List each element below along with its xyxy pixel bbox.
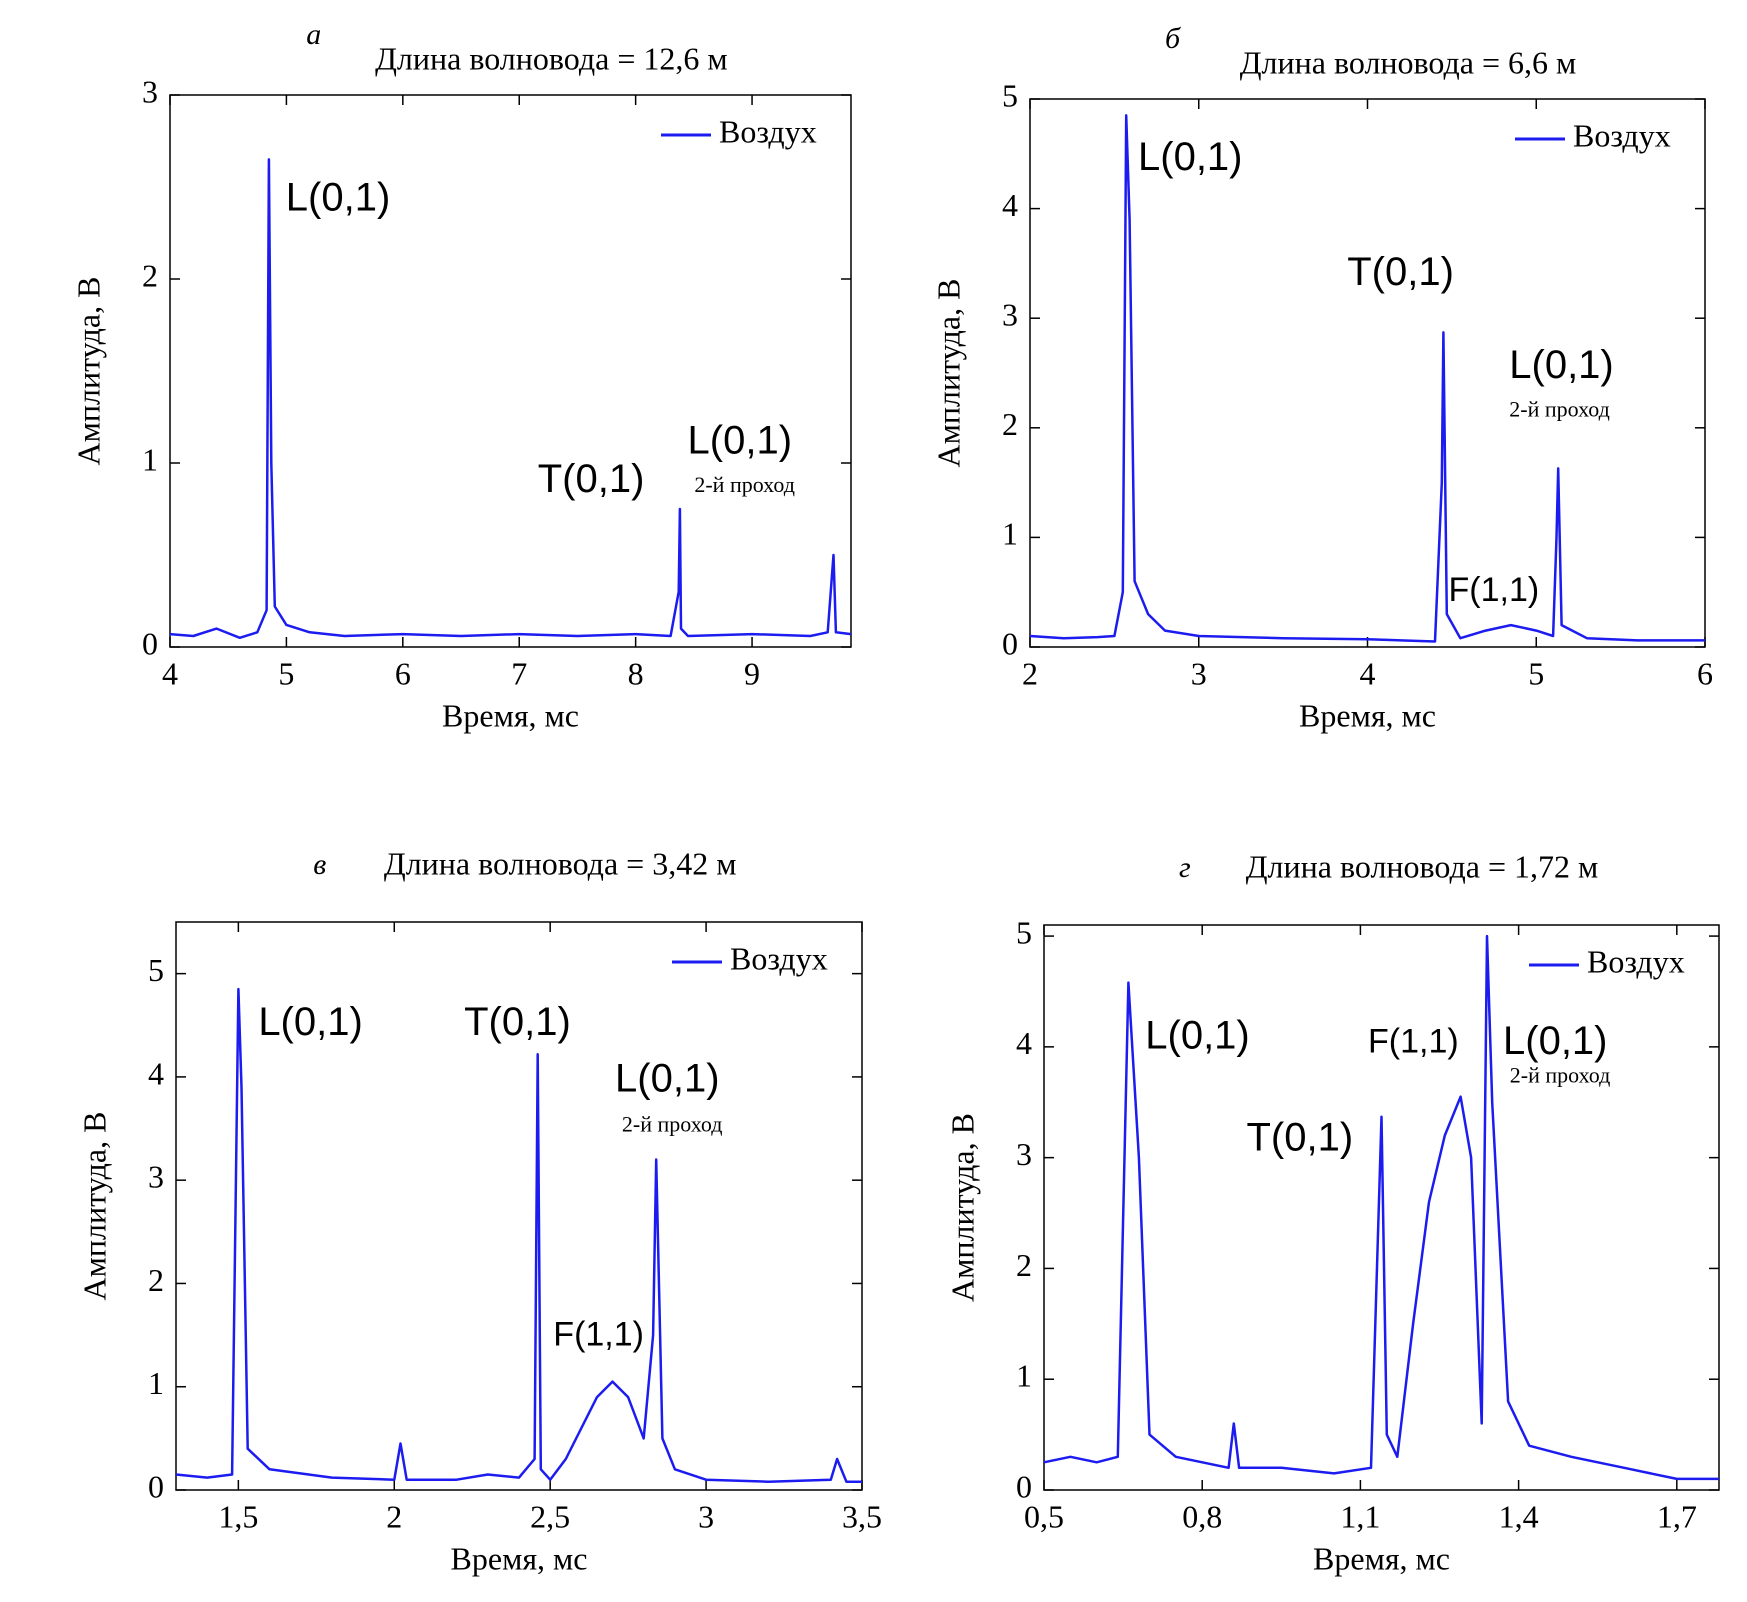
y-tick-label: 2 bbox=[142, 257, 158, 293]
y-tick-label: 3 bbox=[142, 73, 158, 109]
series-line bbox=[169, 158, 852, 640]
series-line bbox=[1043, 934, 1719, 1481]
x-axis-label: Время, мс bbox=[1313, 1540, 1450, 1576]
y-axis-label: Амплитуда, В bbox=[930, 279, 966, 468]
y-tick-label: 4 bbox=[148, 1055, 164, 1091]
y-tick-label: 2 bbox=[1016, 1247, 1032, 1283]
annotation: 2-й проход bbox=[622, 1112, 723, 1137]
annotation: L(0,1) bbox=[1138, 135, 1243, 179]
legend-label: Воздух bbox=[1587, 943, 1685, 979]
chart-title: Длина волновода = 12,6 м bbox=[375, 40, 728, 76]
x-tick-label: 1,7 bbox=[1657, 1498, 1697, 1534]
annotation: T(0,1) bbox=[1347, 250, 1454, 294]
x-tick-label: 6 bbox=[395, 655, 411, 691]
y-tick-label: 4 bbox=[1016, 1025, 1032, 1061]
y-tick-label: 3 bbox=[148, 1159, 164, 1195]
series-line bbox=[1029, 114, 1705, 643]
y-tick-label: 0 bbox=[148, 1468, 164, 1504]
panel-label: г bbox=[1179, 851, 1191, 884]
y-tick-label: 1 bbox=[142, 441, 158, 477]
panel-label: в bbox=[313, 848, 326, 881]
y-axis-label: Амплитуда, В bbox=[70, 277, 106, 466]
x-tick-label: 2 bbox=[386, 1498, 402, 1534]
x-tick-label: 3 bbox=[1191, 655, 1207, 691]
y-tick-label: 1 bbox=[1002, 516, 1018, 552]
y-tick-label: 0 bbox=[1002, 625, 1018, 661]
annotation: T(0,1) bbox=[1247, 1115, 1354, 1159]
x-tick-label: 7 bbox=[511, 655, 527, 691]
x-axis-label: Время, мс bbox=[442, 697, 579, 733]
annotation: T(0,1) bbox=[464, 1000, 571, 1044]
annotation: L(0,1) bbox=[1503, 1019, 1608, 1063]
chart-title: Длина волновода = 6,6 м bbox=[1240, 44, 1577, 80]
y-tick-label: 3 bbox=[1002, 297, 1018, 333]
y-axis-label: Амплитуда, В bbox=[76, 1112, 112, 1301]
y-tick-label: 0 bbox=[142, 625, 158, 661]
y-tick-label: 5 bbox=[148, 952, 164, 988]
annotation: L(0,1) bbox=[688, 418, 793, 462]
annotation: 2-й проход bbox=[1510, 1063, 1611, 1088]
chart-title: Длина волновода = 1,72 м bbox=[1246, 848, 1599, 884]
x-tick-label: 1,4 bbox=[1499, 1498, 1539, 1534]
x-tick-label: 1,1 bbox=[1340, 1498, 1380, 1534]
x-tick-label: 1,5 bbox=[218, 1498, 258, 1534]
annotation: L(0,1) bbox=[615, 1057, 720, 1101]
annotation: F(1,1) bbox=[1368, 1023, 1459, 1061]
annotation: F(1,1) bbox=[1449, 571, 1540, 609]
x-tick-label: 2,5 bbox=[530, 1498, 570, 1534]
y-tick-label: 2 bbox=[148, 1262, 164, 1298]
x-tick-label: 2 bbox=[1022, 655, 1038, 691]
x-tick-label: 8 bbox=[628, 655, 644, 691]
annotation: L(0,1) bbox=[1145, 1014, 1250, 1058]
x-tick-label: 4 bbox=[162, 655, 178, 691]
x-tick-label: 5 bbox=[1528, 655, 1544, 691]
x-axis-label: Время, мс bbox=[451, 1540, 588, 1576]
x-tick-label: 0,5 bbox=[1024, 1498, 1064, 1534]
x-tick-label: 3,5 bbox=[842, 1498, 882, 1534]
y-tick-label: 3 bbox=[1016, 1136, 1032, 1172]
x-tick-label: 3 bbox=[698, 1498, 714, 1534]
plot-frame bbox=[175, 921, 863, 1491]
annotation: F(1,1) bbox=[553, 1316, 644, 1354]
annotation: 2-й проход bbox=[1509, 396, 1610, 421]
x-tick-label: 5 bbox=[278, 655, 294, 691]
legend-label: Воздух bbox=[730, 940, 828, 976]
legend-label: Воздух bbox=[719, 113, 817, 149]
y-tick-label: 4 bbox=[1002, 187, 1018, 223]
x-tick-label: 9 bbox=[744, 655, 760, 691]
annotation: L(0,1) bbox=[1509, 343, 1614, 387]
annotation: T(0,1) bbox=[538, 457, 645, 501]
y-tick-label: 5 bbox=[1002, 77, 1018, 113]
y-tick-label: 0 bbox=[1016, 1468, 1032, 1504]
series-line bbox=[175, 987, 862, 1483]
legend-label: Воздух bbox=[1573, 117, 1671, 153]
x-tick-label: 0,8 bbox=[1182, 1498, 1222, 1534]
y-tick-label: 2 bbox=[1002, 406, 1018, 442]
y-tick-label: 1 bbox=[148, 1365, 164, 1401]
y-tick-label: 1 bbox=[1016, 1358, 1032, 1394]
x-tick-label: 6 bbox=[1697, 655, 1713, 691]
x-axis-label: Время, мс bbox=[1299, 697, 1436, 733]
chart-title: Длина волновода = 3,42 м bbox=[384, 845, 737, 881]
y-axis-label: Амплитуда, В bbox=[944, 1113, 980, 1302]
x-tick-label: 4 bbox=[1360, 655, 1376, 691]
annotation: L(0,1) bbox=[286, 175, 391, 219]
panel-label: б bbox=[1165, 22, 1181, 55]
plot-frame bbox=[169, 94, 852, 648]
plot-frame bbox=[1043, 924, 1720, 1491]
annotation: 2-й проход bbox=[694, 472, 795, 497]
annotation: L(0,1) bbox=[258, 1000, 363, 1044]
panel-label: а bbox=[306, 18, 321, 51]
y-tick-label: 5 bbox=[1016, 914, 1032, 950]
